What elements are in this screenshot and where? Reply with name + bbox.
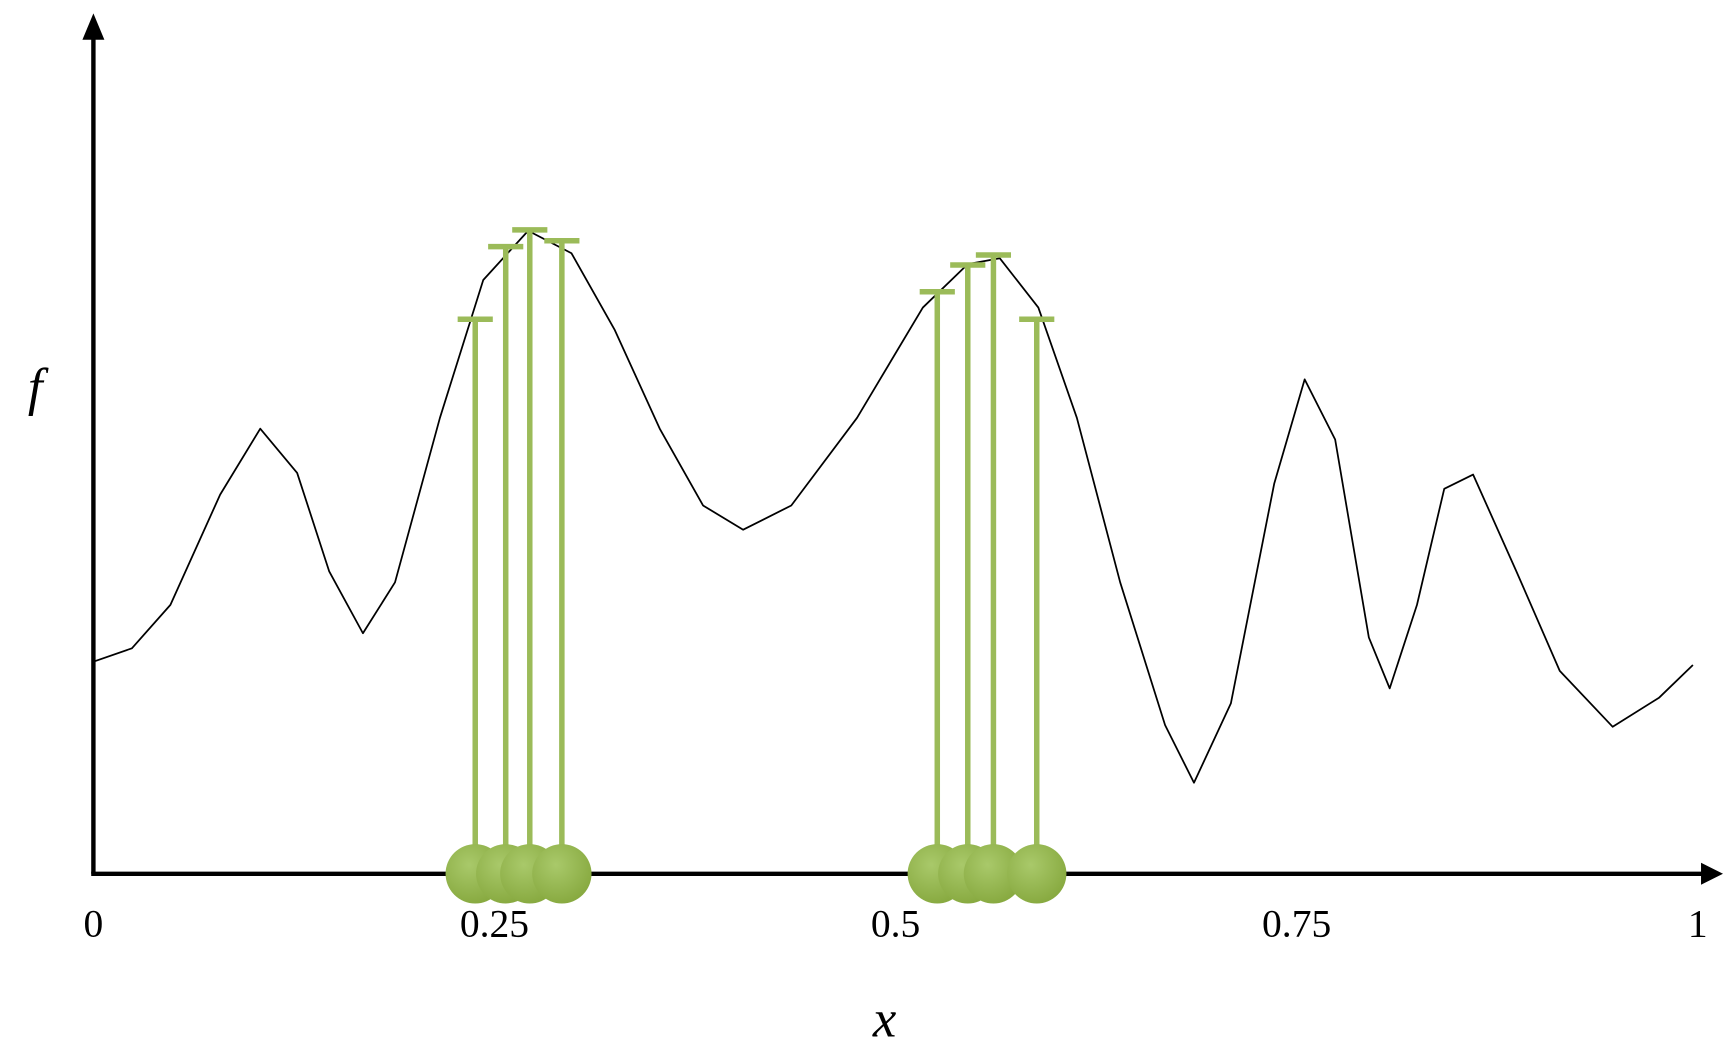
x-axis-arrow xyxy=(1701,862,1723,885)
x-tick-label: 0.5 xyxy=(871,901,920,945)
x-tick-label: 0 xyxy=(84,901,104,945)
x-tick-label: 0.25 xyxy=(460,901,529,945)
x-tick-label: 0.75 xyxy=(1262,901,1331,945)
y-axis-label: f xyxy=(28,359,49,417)
sample-ball xyxy=(963,844,1024,904)
samples xyxy=(445,227,1067,904)
y-axis-arrow xyxy=(82,13,105,40)
x-axis-label: x xyxy=(872,990,897,1041)
curve xyxy=(93,229,1694,784)
sample-ball xyxy=(1007,844,1067,904)
x-tick-label: 1 xyxy=(1688,901,1708,945)
sample-ball xyxy=(532,844,592,904)
